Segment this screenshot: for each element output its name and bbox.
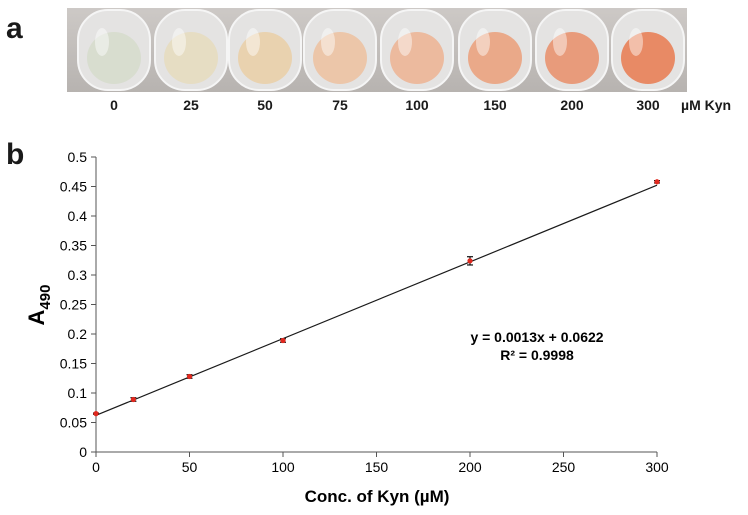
y-axis-title-sub: 490 [37,285,54,310]
y-tick-label: 0.3 [68,267,88,283]
concentration-label: 50 [257,97,273,113]
concentration-label: 25 [183,97,199,113]
cuvette-highlight [321,28,335,56]
cuvette [228,9,302,91]
data-point [130,396,137,403]
x-tick-label: 150 [365,459,389,475]
concentration-label: 0 [110,97,118,113]
x-tick-label: 300 [645,459,669,475]
data-point [467,256,473,266]
cuvette [77,9,151,91]
cuvette-liquid [87,32,141,84]
cuvette-highlight [553,28,567,56]
y-tick-label: 0.45 [60,179,87,195]
r-squared-label: R² = 0.9998 [500,347,574,363]
concentration-label: 100 [405,97,429,113]
cuvette-liquid [238,32,292,84]
cuvette-liquid [390,32,444,84]
point-marker [130,396,136,403]
point-marker [654,179,660,185]
cuvette-highlight [629,28,643,56]
panel-a-letter: a [6,12,23,45]
y-tick-label: 0.2 [68,326,88,342]
x-axis-ticks: 0 50 100 150 200 250 300 [92,452,669,475]
concentration-label: 200 [560,97,584,113]
cuvette-highlight [172,28,186,56]
data-points [93,179,660,417]
concentration-label: 300 [636,97,660,113]
cuvette-highlight [398,28,412,56]
x-axis-title: Conc. of Kyn (µM) [305,487,450,506]
y-tick-label: 0.35 [60,238,87,254]
cuvette-liquid [164,32,218,84]
point-marker [467,258,473,264]
point-marker [93,411,99,417]
concentration-label: 150 [483,97,507,113]
data-point [186,373,193,380]
trendline [95,184,658,416]
cuvette [154,9,228,91]
y-tick-label: 0.4 [68,208,88,224]
y-tick-label: 0.5 [68,149,88,165]
x-tick-label: 200 [458,459,482,475]
y-tick-label: 0.25 [60,297,87,313]
cuvette [458,9,532,91]
cuvette-liquid [545,32,599,84]
cuvette [380,9,454,91]
data-point [93,411,99,417]
point-marker [186,373,193,380]
cuvette [303,9,377,91]
x-tick-label: 0 [92,459,100,475]
panel-b-letter: b [6,138,25,171]
cuvette-highlight [476,28,490,56]
y-tick-label: 0.05 [60,415,87,431]
concentration-label: 75 [332,97,348,113]
y-tick-label: 0.1 [68,385,88,401]
x-tick-label: 50 [182,459,198,475]
x-tick-label: 100 [271,459,295,475]
x-tick-label: 250 [552,459,576,475]
y-tick-label: 0 [79,444,87,460]
cuvette [535,9,609,91]
cuvette-highlight [246,28,260,56]
point-marker [280,337,286,344]
cuvette-highlight [95,28,109,56]
cuvette-photo [67,8,687,92]
data-point [654,179,660,185]
cuvette-liquid [468,32,522,84]
cuvette [611,9,685,91]
y-tick-label: 0.15 [60,356,87,372]
cuvette-liquid [313,32,367,84]
cuvette-liquid [621,32,675,84]
unit-label: µM Kyn [681,97,732,113]
equation-label: y = 0.0013x + 0.0622 [470,329,603,345]
y-axis-ticks: 0 0.05 0.1 0.15 0.2 0.25 0.3 0.35 0.4 0.45 0.5 [60,149,96,460]
y-axis-title: A490 [24,285,54,326]
data-point [280,337,286,344]
y-axis-title-main: A [24,309,49,325]
